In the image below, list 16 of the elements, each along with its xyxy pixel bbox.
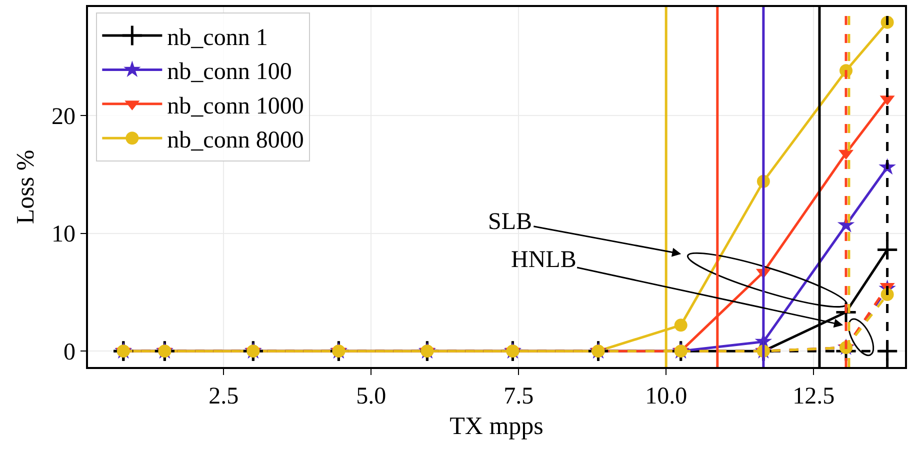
annotation: SLB — [488, 209, 532, 235]
x-tick-label: 5.0 — [356, 384, 386, 410]
legend-label: nb_conn 1 — [167, 24, 268, 51]
x-tick-label: 12.5 — [792, 384, 835, 410]
y-tick-label: 20 — [51, 104, 76, 130]
legend-label: nb_conn 1000 — [167, 93, 304, 120]
x-tick-label: 2.5 — [208, 384, 239, 410]
y-axis-title: Loss % — [12, 150, 40, 224]
y-tick-label: 0 — [63, 339, 76, 366]
x-tick-label: 10.0 — [645, 384, 688, 410]
legend-label: nb_conn 8000 — [167, 127, 304, 154]
x-tick-label: 7.5 — [504, 384, 534, 410]
annotation: HNLB — [511, 247, 576, 273]
y-tick-label: 10 — [51, 222, 76, 248]
x-axis-title: TX mpps — [450, 413, 544, 440]
legend-label: nb_conn 100 — [167, 59, 292, 86]
